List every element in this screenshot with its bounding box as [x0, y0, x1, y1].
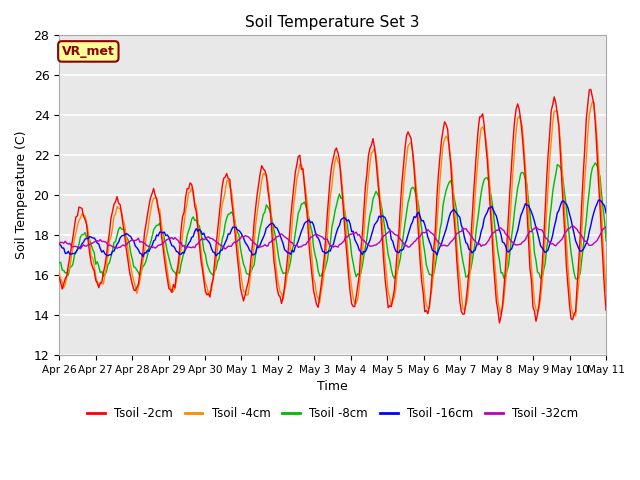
Text: VR_met: VR_met [62, 45, 115, 58]
Title: Soil Temperature Set 3: Soil Temperature Set 3 [245, 15, 420, 30]
Y-axis label: Soil Temperature (C): Soil Temperature (C) [15, 131, 28, 259]
X-axis label: Time: Time [317, 380, 348, 393]
Legend: Tsoil -2cm, Tsoil -4cm, Tsoil -8cm, Tsoil -16cm, Tsoil -32cm: Tsoil -2cm, Tsoil -4cm, Tsoil -8cm, Tsoi… [82, 402, 583, 425]
